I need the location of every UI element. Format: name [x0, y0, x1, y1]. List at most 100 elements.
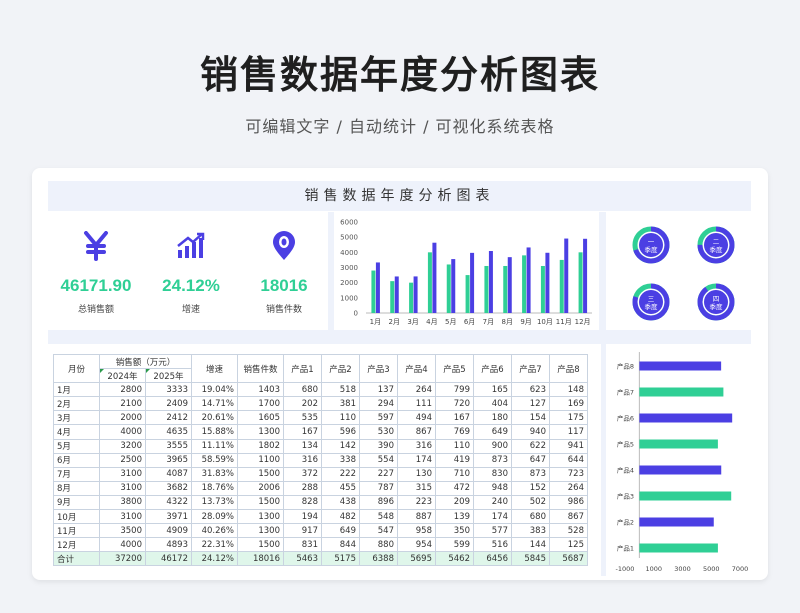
- table-cell: 1300: [237, 424, 284, 440]
- kpi-total-sales: 46171.90 总销售额: [48, 228, 144, 315]
- quarter-label: 一: [648, 238, 655, 246]
- x-tick-label: 11月: [556, 318, 572, 326]
- table-cell: 887: [397, 509, 436, 525]
- table-cell: 15.88%: [191, 424, 238, 440]
- product-label: 产品2: [617, 518, 634, 527]
- bar-series-2: [545, 252, 550, 313]
- table-cell: 31.83%: [191, 466, 238, 482]
- table-cell: 1500: [237, 494, 284, 511]
- location-pin-icon: [236, 228, 332, 264]
- x-tick-label: 10月: [537, 318, 553, 326]
- table-cell: 28.09%: [191, 509, 238, 525]
- bar-series-1: [559, 259, 564, 313]
- kpi-units: 18016 销售件数: [236, 228, 332, 315]
- product-bar: [639, 543, 718, 553]
- header-product-5: 产品5: [435, 353, 474, 384]
- table-cell: 896: [359, 494, 398, 511]
- bar-series-2: [375, 262, 380, 313]
- product-bar: [639, 517, 714, 527]
- x-tick-label: 5月: [445, 318, 456, 326]
- x-tick-label: 1000: [645, 565, 662, 573]
- table-cell: 110: [435, 438, 474, 454]
- table-cell: 941: [549, 438, 588, 454]
- table-cell: 948: [473, 480, 512, 496]
- table-cell-month: 7月: [53, 466, 100, 482]
- table-total-row: 合计 37200 46172 24.12% 18016 5463 5175 6388 5695 5…: [53, 551, 588, 567]
- table-cell: 2412: [145, 410, 192, 426]
- table-cell: 4322: [145, 494, 192, 511]
- table-cell: 518: [321, 382, 360, 398]
- table-cell: 137: [359, 382, 398, 398]
- table-cell: 167: [283, 424, 322, 440]
- header-product-2: 产品2: [321, 353, 360, 384]
- monthly-sales-chart: 0 1000 2000 3000 4000 5000 6000 1月 2月 3月 4月 5月 6月 7月 8…: [340, 219, 592, 326]
- table-row: 12月 4000 4893 22.31% 1500 831 844 880 954 599 516 1…: [53, 537, 588, 553]
- table-cell: 844: [321, 537, 360, 553]
- header-growth: 增速: [191, 353, 238, 384]
- table-row: 6月 2500 3965 58.59% 1100 316 338 554 174 419 873 64…: [53, 452, 588, 468]
- product-bar: [639, 439, 718, 449]
- table-cell: 22.31%: [191, 537, 238, 553]
- table-cell: 723: [549, 466, 588, 482]
- table-cell: 154: [511, 410, 550, 426]
- table-cell: 3500: [99, 523, 146, 539]
- table-row: 11月 3500 4909 40.26% 1300 917 649 547 958 350 577 3…: [53, 523, 588, 539]
- table-cell: 596: [321, 424, 360, 440]
- table-cell: 338: [321, 452, 360, 468]
- header-product-7: 产品7: [511, 353, 550, 384]
- product-label: 产品6: [617, 414, 634, 423]
- table-row: 1月 2800 3333 19.04% 1403 680 518 137 264 799 165 62…: [53, 382, 588, 398]
- bar-series-1: [390, 281, 395, 313]
- quarter-label: 二: [713, 238, 720, 246]
- table-row: 4月 4000 4635 15.88% 1300 167 596 530 867 769 649 94…: [53, 424, 588, 440]
- table-cell: 209: [435, 494, 474, 511]
- table-cell: 623: [511, 382, 550, 398]
- table-cell: 3333: [145, 382, 192, 398]
- table-cell: 202: [283, 396, 322, 412]
- bar-series-1: [465, 275, 470, 313]
- table-cell: 940: [511, 424, 550, 440]
- bar-series-2: [564, 238, 569, 313]
- table-cell: 5695: [397, 551, 436, 567]
- table-cell: 18016: [237, 551, 284, 567]
- table-cell: 125: [549, 537, 588, 553]
- yen-icon: [48, 228, 144, 264]
- table-cell-month: 11月: [53, 523, 100, 539]
- table-cell: 14.71%: [191, 396, 238, 412]
- product-label: 产品7: [617, 388, 634, 397]
- header-month: 月份: [53, 353, 100, 384]
- table-cell: 180: [473, 410, 512, 426]
- table-cell: 419: [435, 452, 474, 468]
- bar-series-2: [394, 276, 399, 313]
- table-cell: 390: [359, 438, 398, 454]
- header-units: 销售件数: [237, 353, 284, 384]
- table-cell: 547: [359, 523, 398, 539]
- table-cell: 3971: [145, 509, 192, 525]
- table-cell: 264: [397, 382, 436, 398]
- table-cell: 3100: [99, 509, 146, 525]
- table-cell: 240: [473, 494, 512, 511]
- quarter-sublabel: 季度: [710, 302, 724, 311]
- y-tick-label: 3000: [340, 264, 358, 272]
- table-cell: 11.11%: [191, 438, 238, 454]
- table-cell-month: 9月: [53, 494, 100, 511]
- table-cell: 455: [321, 480, 360, 496]
- header-product-1: 产品1: [283, 353, 322, 384]
- sales-table: 月份 销售额（万元） 增速 销售件数 产品1 产品2 产品3 产品4 产品5 产…: [53, 353, 588, 567]
- table-cell: 404: [473, 396, 512, 412]
- table-cell: 4000: [99, 424, 146, 440]
- table-row: 5月 3200 3555 11.11% 1802 134 142 390 316 110 900 62…: [53, 438, 588, 454]
- table-cell: 165: [473, 382, 512, 398]
- y-tick-label: 5000: [340, 234, 358, 242]
- table-cell: 127: [511, 396, 550, 412]
- table-cell: 264: [549, 480, 588, 496]
- table-cell: 19.04%: [191, 382, 238, 398]
- table-cell: 828: [283, 494, 322, 511]
- table-cell: 516: [473, 537, 512, 553]
- product-label: 产品1: [617, 544, 634, 553]
- table-cell: 227: [359, 466, 398, 482]
- bar-series-2: [413, 276, 418, 313]
- bar-series-2: [451, 259, 456, 313]
- kpi-growth: 24.12% 增速: [143, 228, 239, 315]
